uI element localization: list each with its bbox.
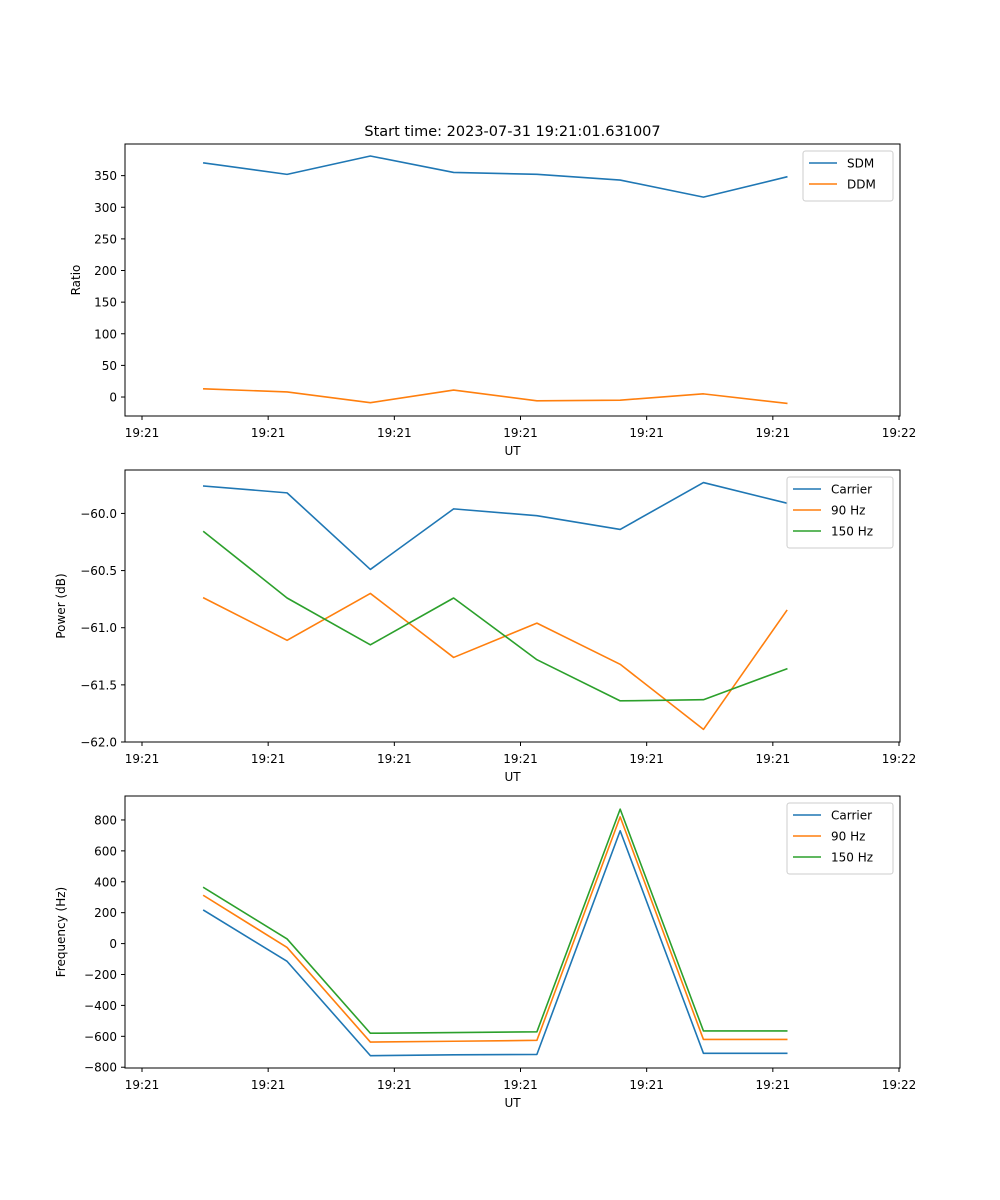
x-tick-label: 19:21 bbox=[251, 752, 286, 766]
y-tick-label: 0 bbox=[109, 937, 117, 951]
series-line-150-hz bbox=[202, 530, 788, 702]
legend-label: 150 Hz bbox=[831, 525, 873, 539]
x-tick-label: 19:21 bbox=[125, 1078, 160, 1092]
legend-label: 90 Hz bbox=[831, 504, 865, 518]
x-tick-label: 19:21 bbox=[503, 426, 538, 440]
legend: Carrier 90 Hz 150 Hz bbox=[786, 476, 894, 549]
x-tick-label: 19:21 bbox=[629, 1078, 664, 1092]
y-tick-label: 100 bbox=[94, 327, 117, 341]
axes-frame bbox=[124, 795, 901, 1069]
chart-panel-1: 19:21 19:21 19:21 19:21 19:21 19:21 19:22 UT 0 50… bbox=[69, 143, 917, 458]
y-tick-label: −800 bbox=[84, 1061, 117, 1075]
x-tick-label: 19:21 bbox=[377, 426, 412, 440]
x-tick-label: 19:21 bbox=[503, 752, 538, 766]
series-line-90-hz bbox=[202, 816, 788, 1043]
x-tick-label: 19:22 bbox=[882, 752, 917, 766]
legend: Carrier 90 Hz 150 Hz bbox=[786, 802, 894, 875]
series-line-carrier bbox=[202, 829, 788, 1057]
x-tick-label: 19:21 bbox=[629, 426, 664, 440]
series-line-150-hz bbox=[202, 808, 788, 1035]
y-axis-label: Frequency (Hz) bbox=[54, 887, 68, 978]
legend-label: 150 Hz bbox=[831, 851, 873, 865]
y-tick-label: 300 bbox=[94, 201, 117, 215]
y-tick-label: −200 bbox=[84, 968, 117, 982]
series-line-ddm bbox=[202, 387, 788, 405]
y-tick-label: 150 bbox=[94, 296, 117, 310]
x-tick-label: 19:21 bbox=[251, 1078, 286, 1092]
x-tick-label: 19:22 bbox=[882, 426, 917, 440]
x-axis-label: UT bbox=[504, 1096, 521, 1110]
y-tick-label: 200 bbox=[94, 264, 117, 278]
series-line-sdm bbox=[202, 155, 788, 198]
series-line-carrier bbox=[202, 481, 788, 571]
y-tick-label: −400 bbox=[84, 999, 117, 1013]
x-tick-label: 19:21 bbox=[377, 752, 412, 766]
legend-label: 90 Hz bbox=[831, 830, 865, 844]
axes-frame bbox=[124, 469, 901, 743]
x-tick-label: 19:21 bbox=[629, 752, 664, 766]
x-axis-label: UT bbox=[504, 770, 521, 784]
x-tick-label: 19:21 bbox=[125, 752, 160, 766]
y-tick-label: −60.5 bbox=[80, 564, 117, 578]
y-tick-label: 400 bbox=[94, 875, 117, 889]
y-tick-label: −61.0 bbox=[80, 621, 117, 635]
legend-label: DDM bbox=[847, 178, 876, 192]
x-tick-label: 19:21 bbox=[756, 752, 791, 766]
y-tick-label: 350 bbox=[94, 169, 117, 183]
y-tick-label: 600 bbox=[94, 844, 117, 858]
x-tick-label: 19:21 bbox=[377, 1078, 412, 1092]
y-tick-label: 50 bbox=[102, 359, 117, 373]
y-axis-label: Ratio bbox=[69, 265, 83, 296]
y-tick-label: −600 bbox=[84, 1030, 117, 1044]
y-axis-label: Power (dB) bbox=[54, 573, 68, 638]
chart-panel-2: 19:21 19:21 19:21 19:21 19:21 19:21 19:22 UT −62… bbox=[54, 469, 917, 784]
y-tick-label: −62.0 bbox=[80, 736, 117, 750]
legend-label: Carrier bbox=[831, 483, 872, 497]
x-tick-label: 19:21 bbox=[251, 426, 286, 440]
legend-label: Carrier bbox=[831, 809, 872, 823]
legend: SDM DDM bbox=[802, 150, 894, 202]
figure-title: Start time: 2023-07-31 19:21:01.631007 bbox=[364, 124, 660, 140]
y-tick-label: −60.0 bbox=[80, 507, 117, 521]
y-tick-label: 0 bbox=[109, 391, 117, 405]
y-tick-label: 200 bbox=[94, 906, 117, 920]
y-tick-label: −61.5 bbox=[80, 678, 117, 692]
legend-label: SDM bbox=[847, 157, 874, 171]
y-tick-label: 250 bbox=[94, 232, 117, 246]
x-tick-label: 19:21 bbox=[756, 1078, 791, 1092]
chart-panel-3: 19:21 19:21 19:21 19:21 19:21 19:21 19:22 UT −80… bbox=[54, 795, 917, 1110]
series-line-90-hz bbox=[202, 592, 788, 731]
axes-frame bbox=[124, 143, 901, 417]
x-tick-label: 19:22 bbox=[882, 1078, 917, 1092]
x-tick-label: 19:21 bbox=[503, 1078, 538, 1092]
x-tick-label: 19:21 bbox=[756, 426, 791, 440]
x-axis-label: UT bbox=[504, 444, 521, 458]
y-tick-label: 800 bbox=[94, 813, 117, 827]
x-tick-label: 19:21 bbox=[125, 426, 160, 440]
